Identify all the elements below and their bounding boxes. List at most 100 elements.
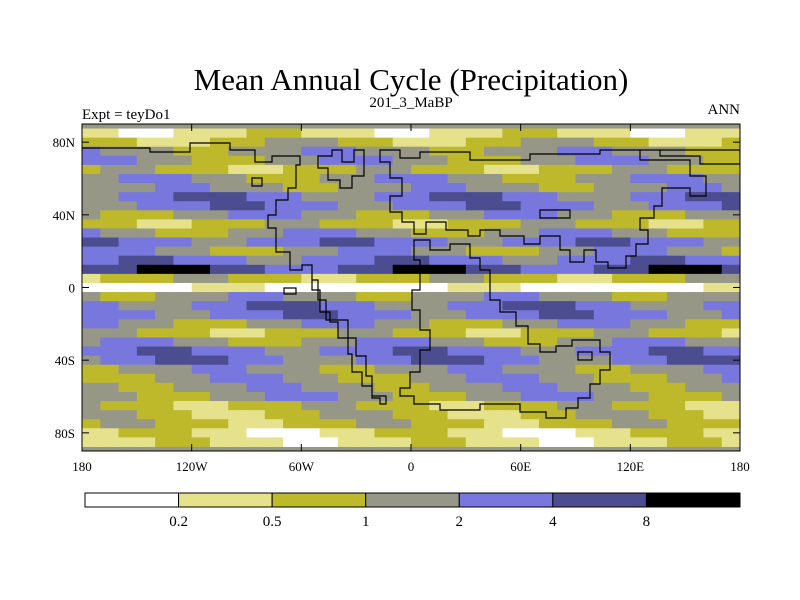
field-cell: [703, 319, 723, 329]
field-cell: [721, 328, 740, 338]
field-cell: [301, 301, 321, 311]
chart-title: Mean Annual Cycle (Precipitation): [194, 62, 629, 97]
field-cell: [319, 164, 339, 175]
field-cell: [538, 201, 558, 211]
field-cell: [374, 364, 394, 375]
field-cell: [100, 155, 120, 166]
field-cell: [429, 328, 449, 338]
field-cell: [666, 246, 686, 257]
field-cell: [557, 128, 576, 139]
field-cell: [447, 228, 467, 239]
field-cell: [136, 428, 156, 438]
colorbar-swatch: [458, 492, 554, 508]
field-cell: [685, 210, 704, 220]
field-cell: [502, 128, 522, 139]
field-cell: [703, 201, 723, 211]
field-cell: [447, 183, 467, 193]
field-cell: [301, 237, 321, 248]
field-cell: [666, 146, 686, 157]
field-cell: [118, 155, 138, 166]
field-cell: [465, 228, 485, 239]
field-cell: [319, 219, 339, 229]
field-cell: [502, 437, 522, 447]
field-cell: [685, 410, 704, 420]
field-cell: [721, 273, 740, 284]
field-cell: [612, 137, 631, 148]
field-cell: [136, 237, 156, 248]
field-cell: [191, 210, 211, 220]
field-cell: [374, 155, 394, 166]
field-cell: [630, 382, 650, 393]
field-cell: [685, 137, 704, 148]
field-cell: [593, 391, 613, 402]
field-cell: [484, 346, 503, 357]
field-cell: [502, 373, 522, 384]
field-cell: [209, 128, 229, 139]
field-cell: [465, 310, 485, 320]
field-cell: [612, 210, 631, 220]
field-cell: [575, 128, 595, 139]
field-cell: [392, 282, 412, 293]
colorbar-label: 8: [643, 514, 651, 530]
field-cell: [209, 255, 229, 266]
field-cell: [630, 419, 650, 429]
field-cell: [283, 410, 302, 420]
field-cell: [374, 382, 394, 393]
field-cell: [319, 228, 339, 239]
field-cell: [209, 146, 229, 157]
field-cell: [246, 410, 266, 420]
field-cell: [484, 128, 503, 139]
field-cell: [666, 301, 686, 311]
field-cell: [685, 237, 704, 248]
field-cell: [374, 246, 394, 257]
field-cell: [411, 410, 430, 420]
field-cell: [666, 382, 686, 393]
field-cell: [484, 382, 503, 393]
field-cell: [82, 337, 101, 348]
field-cell: [264, 319, 284, 329]
field-cell: [155, 382, 174, 393]
field-cell: [374, 137, 394, 148]
field-cell: [173, 382, 193, 393]
field-cell: [575, 310, 595, 320]
field-cell: [136, 228, 156, 239]
field-cell: [575, 219, 595, 229]
field-cell: [575, 391, 595, 402]
field-cell: [100, 128, 120, 139]
field-cell: [136, 264, 156, 275]
field-cell: [173, 373, 193, 384]
field-cell: [703, 155, 723, 166]
field-cell: [246, 237, 266, 248]
field-cell: [429, 310, 449, 320]
field-cell: [648, 391, 668, 402]
field-cell: [283, 428, 302, 438]
field-cell: [429, 355, 449, 366]
field-cell: [191, 128, 211, 139]
field-cell: [575, 164, 595, 175]
field-cell: [648, 301, 668, 311]
field-cell: [209, 228, 229, 239]
field-cell: [191, 173, 211, 184]
field-cell: [356, 301, 375, 311]
field-cell: [319, 128, 339, 139]
field-cell: [502, 173, 522, 184]
field-cell: [429, 155, 449, 166]
field-cell: [630, 292, 650, 302]
field-cell: [630, 210, 650, 220]
field-cell: [520, 264, 540, 275]
field-cell: [648, 282, 668, 293]
field-cell: [191, 364, 211, 375]
field-cell: [520, 210, 540, 220]
field-cell: [502, 364, 522, 375]
field-cell: [557, 437, 576, 447]
field-cell: [319, 373, 339, 384]
field-cell: [283, 355, 302, 366]
field-cell: [685, 401, 704, 411]
field-cell: [392, 137, 412, 148]
field-cell: [666, 437, 686, 447]
field-cell: [538, 273, 558, 284]
field-cell: [392, 301, 412, 311]
field-cell: [246, 428, 266, 438]
field-cell: [465, 246, 485, 257]
field-cell: [173, 319, 193, 329]
